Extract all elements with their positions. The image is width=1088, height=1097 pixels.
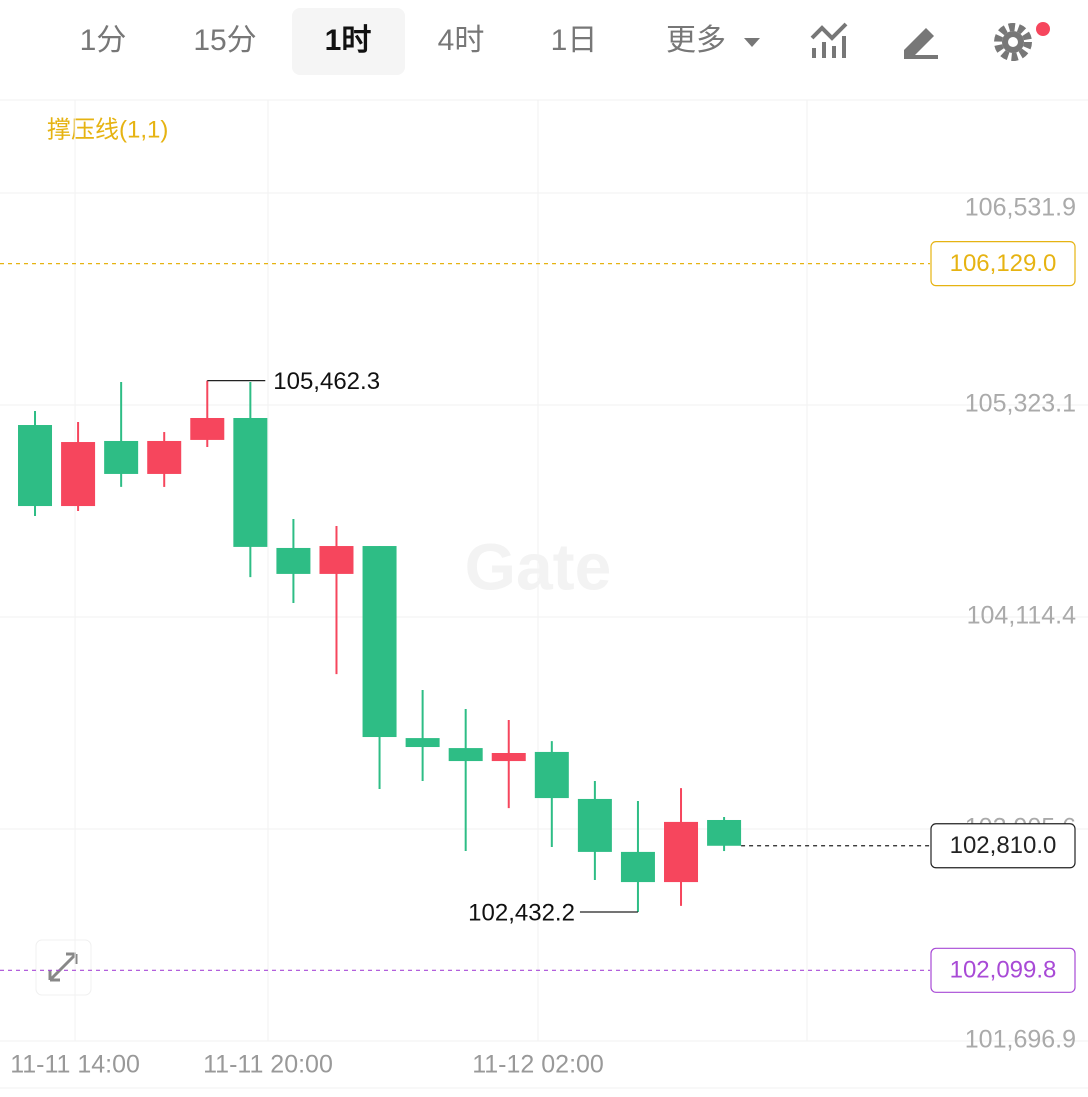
y-tick-label: 101,696.9 — [965, 1026, 1076, 1054]
candle-body — [664, 821, 699, 883]
candle-body — [190, 417, 225, 440]
candle-body — [448, 748, 483, 762]
candle-body — [491, 752, 526, 762]
price-label: 102,810.0 — [950, 832, 1057, 859]
timeframe-tab[interactable]: 1分 — [80, 24, 127, 57]
price-label-box — [930, 241, 1076, 287]
indicator-label: 撑压线(1,1) — [47, 116, 168, 143]
x-tick-label: 11-11 14:00 — [10, 1051, 140, 1079]
price-label: 102,099.8 — [950, 957, 1057, 984]
toolbar: 更多 1分 15分 1时 4时 1日 — [0, 8, 1088, 101]
indicator-icon[interactable] — [810, 22, 848, 58]
candle-body — [362, 546, 397, 738]
candle-body — [707, 819, 742, 846]
candle-body — [534, 751, 569, 799]
tab-selected-bg — [292, 8, 405, 75]
candle-body — [61, 442, 96, 507]
candle-body — [620, 851, 655, 883]
annotation-label: 105,462.3 — [273, 368, 380, 395]
candle-body — [18, 425, 53, 507]
candle-body — [319, 546, 354, 574]
expand-button[interactable] — [35, 939, 92, 996]
timeframe-tab[interactable]: 4时 — [438, 24, 485, 57]
timeframe-tab[interactable]: 1日 — [551, 24, 598, 57]
candle-body — [276, 547, 311, 574]
price-label-box — [930, 947, 1076, 993]
candle-body — [405, 738, 440, 748]
timeframe-tab[interactable]: 1时 — [325, 24, 372, 57]
candle-body — [233, 417, 268, 547]
y-tick-label: 106,531.9 — [965, 194, 1076, 222]
price-label: 106,129.0 — [950, 250, 1057, 277]
price-label-box — [930, 823, 1076, 869]
candle-body — [577, 798, 612, 852]
draw-icon[interactable] — [904, 28, 938, 59]
x-tick-label: 11-11 20:00 — [203, 1051, 333, 1079]
timeframe-tab[interactable]: 15分 — [193, 24, 256, 57]
candle-body — [147, 440, 182, 474]
x-tick-label: 11-12 02:00 — [472, 1051, 604, 1079]
watermark: Gate — [465, 529, 612, 603]
more-tab[interactable]: 更多 — [666, 24, 726, 57]
candle-body — [104, 440, 139, 474]
notification-dot — [1036, 22, 1050, 36]
annotation-label: 102,432.2 — [468, 899, 575, 926]
y-tick-label: 104,114.4 — [967, 602, 1076, 630]
y-tick-label: 105,323.1 — [965, 390, 1076, 418]
dropdown-arrow[interactable] — [744, 38, 760, 47]
settings-icon[interactable] — [994, 22, 1050, 61]
